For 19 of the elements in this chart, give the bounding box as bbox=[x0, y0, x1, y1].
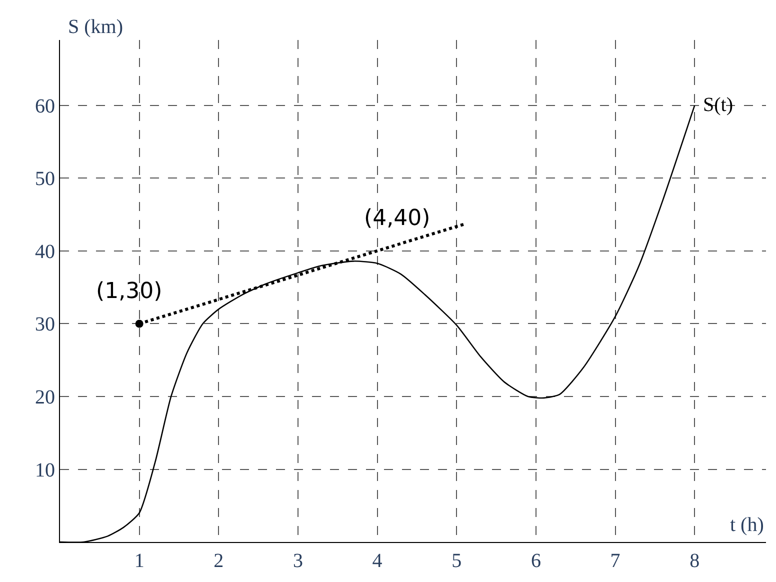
annotation: (4,40) bbox=[364, 206, 430, 231]
x-tick-label: 1 bbox=[134, 550, 144, 572]
y-axis-title: S (km) bbox=[68, 16, 123, 38]
x-tick-label: 3 bbox=[292, 550, 303, 572]
y-tick-label: 50 bbox=[35, 168, 55, 190]
x-tick-label: 7 bbox=[610, 550, 620, 572]
series-label: S(t) bbox=[703, 94, 733, 116]
x-axis-title: t (h) bbox=[730, 514, 764, 536]
y-tick-label: 20 bbox=[35, 386, 55, 408]
y-tick-label: 40 bbox=[35, 240, 55, 263]
x-tick-label: 8 bbox=[690, 550, 700, 572]
y-tick-label: 10 bbox=[35, 459, 55, 482]
x-tick-label: 6 bbox=[530, 550, 541, 572]
annotation: (1,30) bbox=[96, 279, 162, 304]
x-tick-label: 5 bbox=[452, 550, 462, 572]
y-tick-label: 60 bbox=[35, 95, 55, 118]
x-tick-label: 2 bbox=[214, 550, 224, 572]
y-tick-label: 30 bbox=[35, 314, 55, 336]
x-tick-label: 4 bbox=[372, 550, 382, 572]
